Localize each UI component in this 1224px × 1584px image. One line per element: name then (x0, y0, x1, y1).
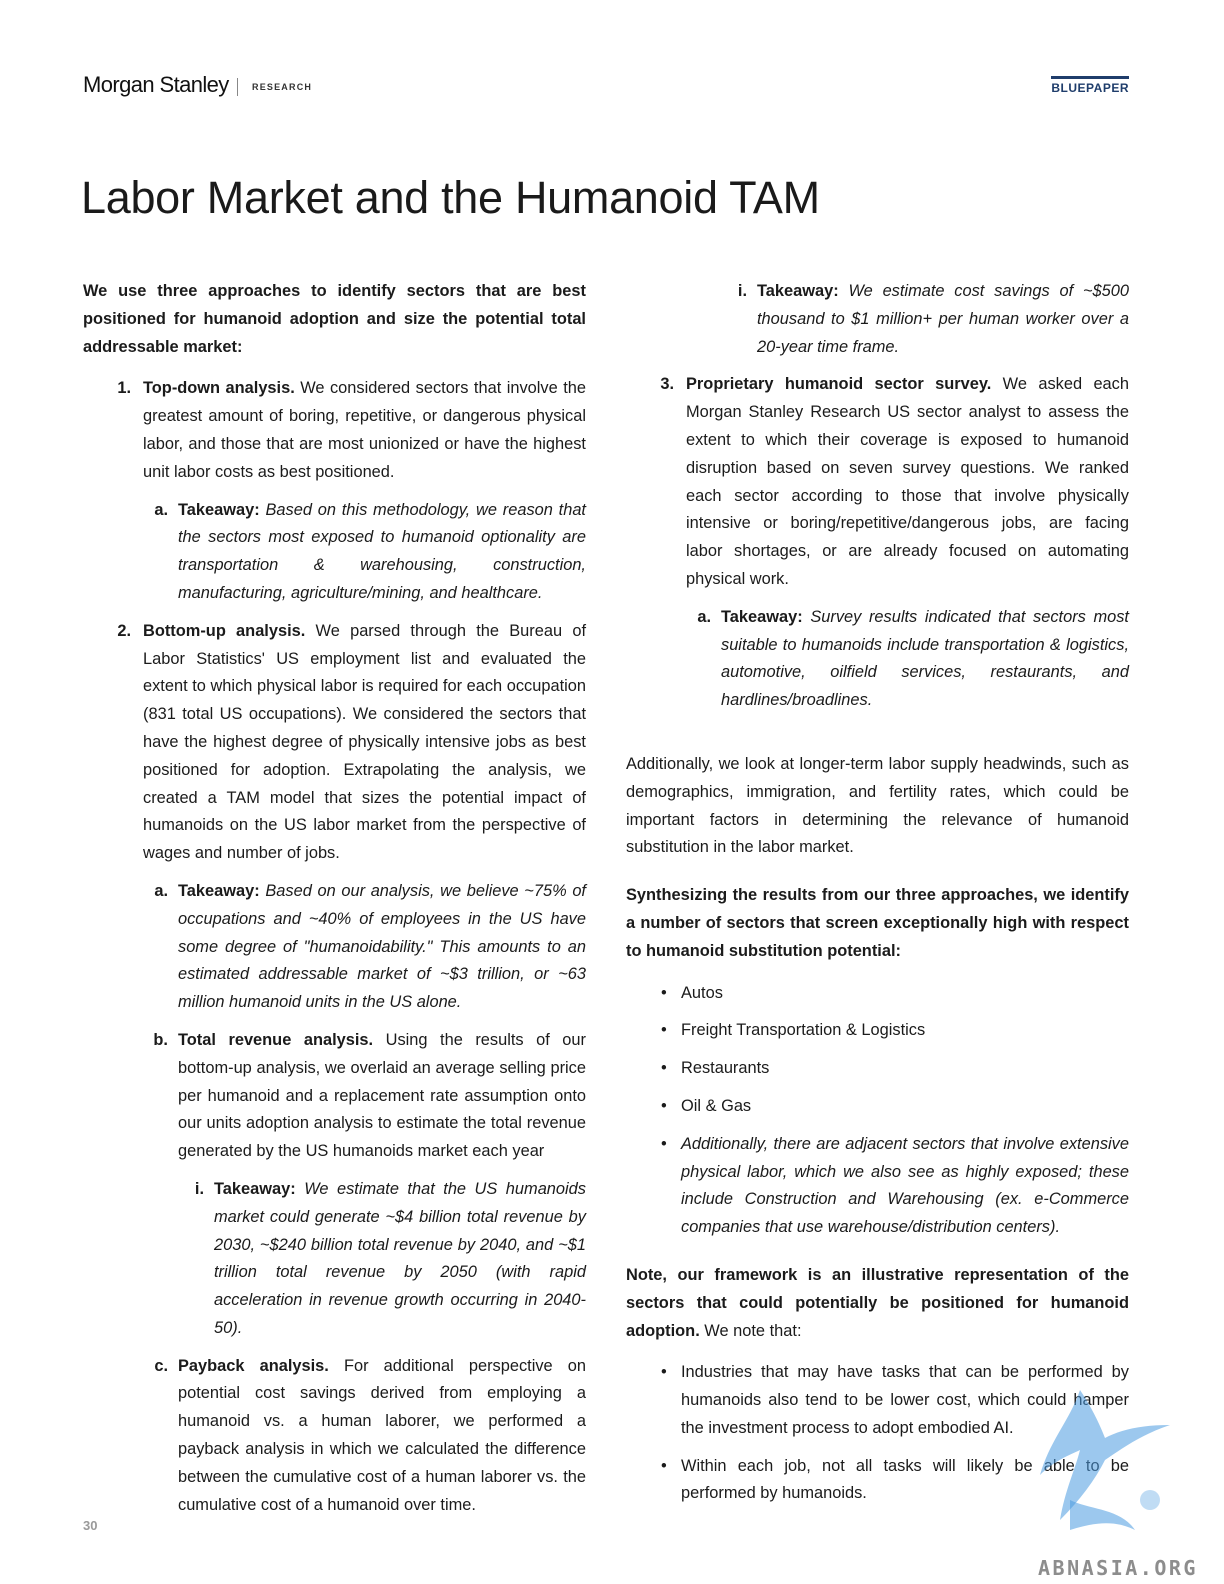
list-marker: i. (737, 282, 747, 300)
list-marker: 2. (117, 621, 131, 640)
list-item-sector-survey: 3. Proprietary humanoid sector survey. We… (660, 371, 1129, 593)
list-item: Autos (661, 980, 1129, 1008)
intro-paragraph: We use three approaches to identify sect… (83, 282, 586, 356)
note-paragraph: Note, our framework is an illustrative r… (626, 1265, 1129, 1340)
list-item-takeaway: i. Takeaway: We estimate cost savings of … (738, 278, 1129, 361)
brand-logo: Morgan Stanley (83, 72, 229, 97)
list-marker: b. (153, 1030, 168, 1049)
list-marker: a. (697, 607, 711, 626)
watermark-logo-icon (1040, 1390, 1170, 1530)
list-marker: a. (154, 881, 168, 900)
list-item: Industries that may have tasks that can … (661, 1359, 1129, 1442)
list-item: Within each job, not all tasks will like… (661, 1453, 1129, 1509)
list-marker: c. (154, 1356, 168, 1375)
brand-divider (237, 78, 238, 96)
list-item-top-down: 1. Top-down analysis. We considered secto… (117, 375, 586, 486)
list-item-payback: c. Payback analysis. For additional persp… (154, 1353, 586, 1520)
list-marker: 3. (660, 375, 674, 394)
list-marker: a. (154, 500, 168, 519)
list-item: Additionally, there are adjacent sectors… (661, 1131, 1129, 1242)
list-item-takeaway: i. Takeaway: We estimate that the US huma… (195, 1176, 586, 1343)
sector-list: Autos Freight Transportation & Logistics… (626, 980, 1129, 1242)
page-title: Labor Market and the Humanoid TAM (81, 172, 820, 223)
list-item: Restaurants (661, 1055, 1129, 1083)
additionally-paragraph: Additionally, we look at longer-term lab… (626, 754, 1129, 857)
list-item-takeaway: a. Takeaway: Survey results indicated tha… (697, 604, 1129, 715)
synthesis-paragraph: Synthesizing the results from our three … (626, 886, 1129, 960)
bluepaper-badge: BLUEPAPER (1051, 76, 1129, 95)
list-item: Oil & Gas (661, 1093, 1129, 1121)
list-item-bottom-up: 2. Bottom-up analysis. We parsed through … (117, 618, 586, 868)
list-item-takeaway: a. Takeaway: Based on this methodology, w… (154, 497, 586, 608)
list-item: Freight Transportation & Logistics (661, 1017, 1129, 1045)
list-item-total-revenue: b. Total revenue analysis. Using the resu… (153, 1027, 586, 1166)
list-marker: i. (194, 1179, 204, 1198)
right-column: i. Takeaway: We estimate cost savings of … (626, 278, 1129, 1508)
page-header: Morgan Stanley RESEARCH BLUEPAPER (83, 72, 1129, 102)
section-label: RESEARCH (252, 82, 313, 92)
notes-list: Industries that may have tasks that can … (626, 1359, 1129, 1508)
list-item-takeaway: a. Takeaway: Based on our analysis, we be… (154, 878, 586, 1017)
left-column: We use three approaches to identify sect… (83, 278, 586, 1519)
list-marker: 1. (117, 379, 131, 398)
watermark-text: ABNASIA.ORG (1038, 1556, 1198, 1580)
page-number: 30 (83, 1518, 98, 1533)
